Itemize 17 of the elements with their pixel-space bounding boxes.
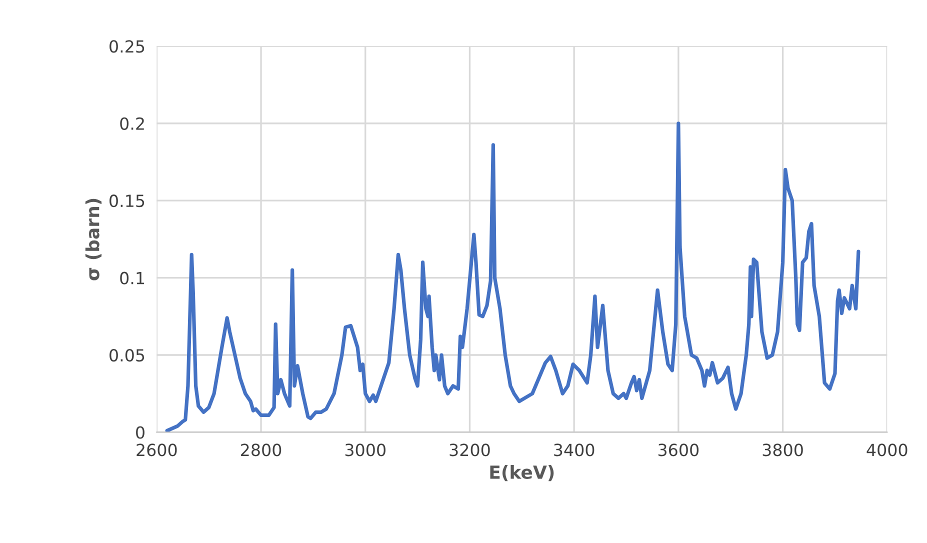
y-tick-label: 0.25 bbox=[110, 40, 144, 53]
x-tick-label: 3400 bbox=[554, 444, 594, 456]
x-tick-label: 3800 bbox=[762, 444, 803, 456]
x-tick-label: 3200 bbox=[450, 444, 490, 456]
line-series bbox=[165, 122, 860, 432]
x-tick-label: 4000 bbox=[866, 444, 908, 456]
x-tick-label: 2800 bbox=[241, 444, 282, 456]
y-tick-label: 0 bbox=[136, 426, 144, 439]
x-axis-title: E(keV) bbox=[490, 465, 554, 482]
y-tick-label: 0.1 bbox=[120, 272, 144, 284]
y-tick-label: 0.05 bbox=[110, 348, 144, 362]
y-tick-label: 0.15 bbox=[110, 194, 144, 208]
x-tick-label: 2600 bbox=[136, 444, 177, 456]
y-axis-title: σ (barn) bbox=[85, 198, 102, 280]
x-tick-label: 3600 bbox=[658, 444, 699, 456]
y-tick-label: 0.2 bbox=[120, 117, 144, 130]
x-tick-label: 3000 bbox=[345, 444, 386, 456]
